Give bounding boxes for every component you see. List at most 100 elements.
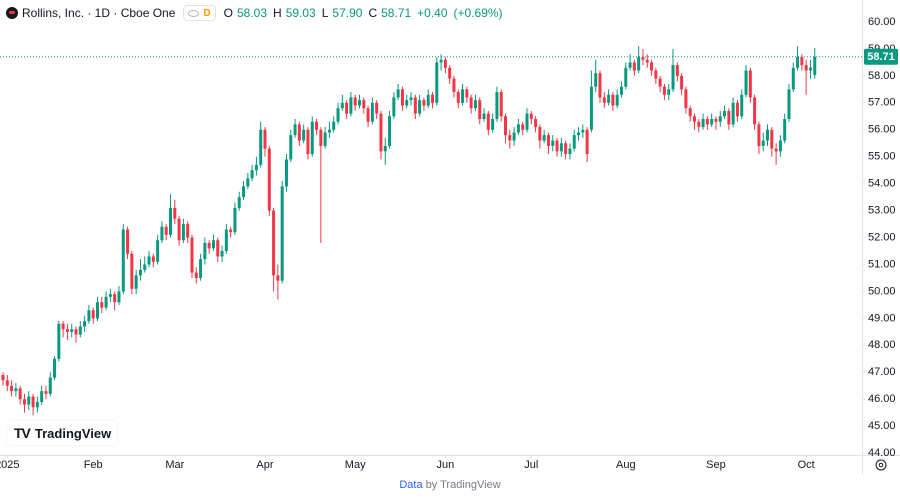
- ohlc-key: H: [273, 6, 282, 20]
- candle-body: [336, 108, 340, 122]
- change: +0.40: [417, 6, 448, 20]
- candle-body: [310, 121, 314, 155]
- candle-body: [151, 256, 155, 262]
- candle-body: [551, 140, 555, 146]
- candle-body: [611, 94, 615, 106]
- candle-body: [186, 224, 190, 238]
- candle-body: [405, 100, 409, 106]
- x-tick-label: Sep: [706, 459, 726, 471]
- candle-body: [607, 94, 611, 103]
- y-tick-label: 48.00: [868, 339, 896, 351]
- y-tick-label: 46.00: [868, 393, 896, 405]
- candle-body: [555, 140, 559, 152]
- candle-body: [465, 89, 469, 98]
- candle-body: [113, 294, 117, 303]
- brand-logo[interactable]: TV TradingView: [8, 421, 118, 445]
- candle-body: [585, 129, 589, 155]
- candle-body: [688, 108, 692, 117]
- candle-body: [512, 132, 516, 141]
- candle-body: [534, 119, 538, 128]
- footer-data[interactable]: Data: [399, 479, 423, 491]
- candle-body: [340, 102, 344, 109]
- candle-body: [602, 97, 606, 103]
- candle-body: [353, 97, 357, 106]
- candle-body: [744, 70, 748, 95]
- badge[interactable]: D: [183, 5, 216, 21]
- brand-name[interactable]: TradingView: [34, 425, 112, 441]
- candle-body: [499, 92, 503, 117]
- candle-body: [757, 124, 761, 146]
- candle-body: [383, 145, 387, 152]
- candle-body: [117, 291, 121, 303]
- candle-body: [10, 385, 14, 392]
- settings-icon[interactable]: [875, 459, 887, 471]
- candle-body: [491, 119, 495, 130]
- candle-body: [396, 89, 400, 98]
- candle-body: [422, 100, 426, 106]
- footer-by: by TradingView: [425, 479, 501, 491]
- candle-body: [289, 135, 293, 160]
- candle-body: [577, 132, 581, 136]
- candle-body: [199, 259, 203, 278]
- settings-ring[interactable]: [875, 459, 887, 471]
- candle-body: [774, 148, 778, 152]
- y-tick-label: 44.00: [868, 447, 896, 459]
- candle-body: [529, 113, 533, 120]
- settings-core[interactable]: [878, 462, 884, 468]
- candle-body: [680, 75, 684, 90]
- candle-body: [267, 148, 271, 211]
- candle-body: [710, 119, 714, 125]
- candle-body: [701, 119, 705, 128]
- ohlc-key: C: [368, 6, 378, 20]
- y-tick-label: 53.00: [868, 205, 896, 217]
- candles: [1, 46, 817, 416]
- candle-body: [624, 67, 628, 87]
- y-tick-label: 51.00: [868, 258, 896, 270]
- candle-body: [254, 164, 258, 171]
- candle-body: [748, 70, 752, 98]
- footer: Data by TradingView: [0, 479, 900, 491]
- candle-body: [78, 326, 82, 335]
- candle-body: [791, 67, 795, 90]
- badge-label[interactable]: D: [203, 7, 211, 19]
- candle-body: [538, 127, 542, 141]
- candle-body: [207, 242, 211, 249]
- candle-body: [658, 78, 662, 87]
- y-tick-label: 50.00: [868, 285, 896, 297]
- brand-mark[interactable]: TV: [14, 425, 31, 441]
- candle-body: [173, 207, 177, 219]
- candle-body: [276, 275, 280, 281]
- candle-body: [718, 116, 722, 122]
- candle-body: [362, 100, 366, 109]
- eye-icon[interactable]: [188, 9, 200, 17]
- candle-body: [654, 70, 658, 79]
- candle-body: [345, 102, 349, 114]
- x-tick-label: Mar: [165, 459, 184, 471]
- candle-body: [525, 113, 529, 130]
- candle-body: [697, 121, 701, 128]
- candle-body: [787, 89, 791, 120]
- y-tick-label: 55.00: [868, 151, 896, 163]
- candle-body: [813, 56, 817, 76]
- candle-body: [48, 377, 52, 394]
- candle-body: [461, 89, 465, 103]
- ohlc-key: L: [321, 6, 329, 20]
- ohlc-key: O: [223, 6, 233, 20]
- candle-body: [302, 129, 306, 141]
- candle-body: [594, 73, 598, 87]
- candle-body: [546, 135, 550, 146]
- candle-body: [233, 207, 237, 233]
- candle-body: [224, 229, 228, 252]
- x-tick-label: Aug: [616, 459, 636, 471]
- candle-body: [18, 388, 22, 400]
- candle-body: [413, 97, 417, 114]
- candle-body: [83, 321, 87, 327]
- x-tick-label: 2025: [0, 459, 20, 471]
- candle-body: [147, 256, 151, 265]
- candle-body: [327, 129, 331, 133]
- candle-body: [486, 113, 490, 130]
- candle-body: [598, 73, 602, 98]
- candle-body: [263, 129, 267, 149]
- candle-body: [100, 302, 104, 308]
